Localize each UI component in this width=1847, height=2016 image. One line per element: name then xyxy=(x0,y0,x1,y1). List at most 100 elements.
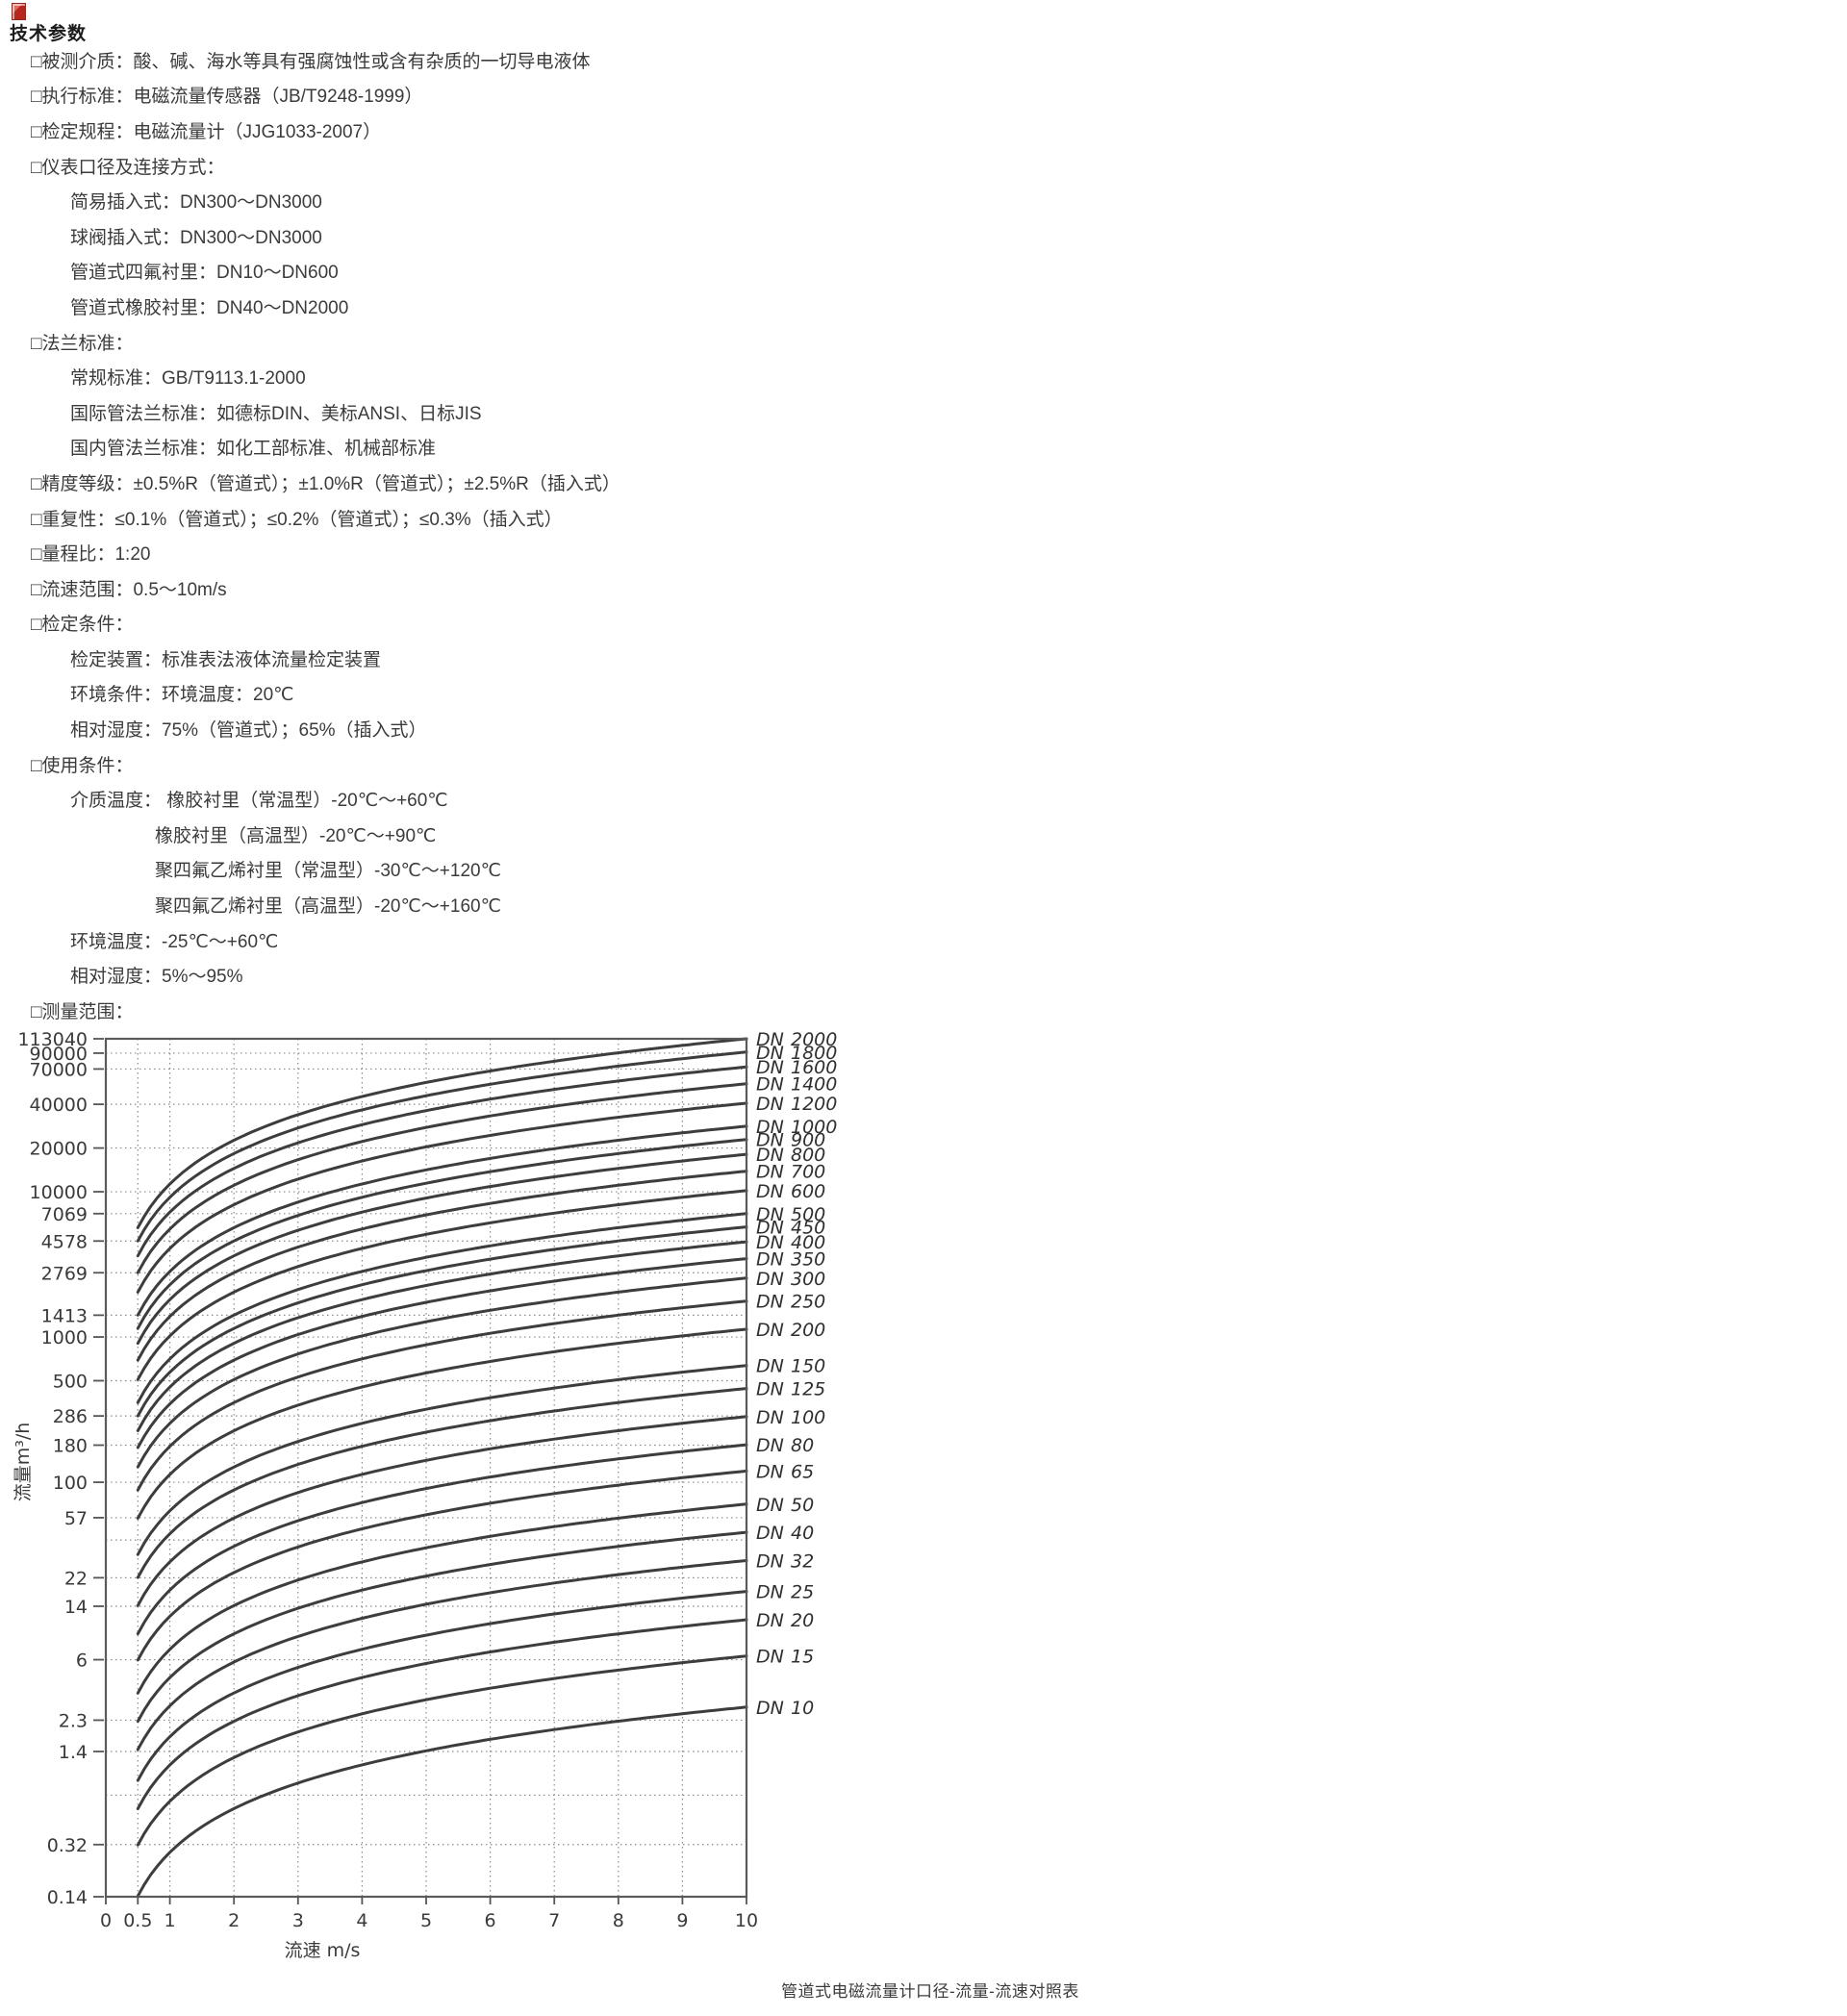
svg-text:DN200: DN 200 xyxy=(756,1320,825,1341)
svg-text:2: 2 xyxy=(228,1910,240,1931)
svg-text:9: 9 xyxy=(676,1910,688,1931)
svg-text:20000: 20000 xyxy=(30,1139,88,1160)
svg-text:4: 4 xyxy=(356,1910,367,1931)
svg-text:DN2000: DN 2000 xyxy=(756,1029,837,1050)
measurement-chart: 1130409000070000400002000010000706945782… xyxy=(13,1029,837,1961)
svg-text:流量m³/h: 流量m³/h xyxy=(13,1423,34,1502)
parameter-line: 聚四氟乙烯衬里（高温型）-20℃～+160℃ xyxy=(155,896,501,918)
svg-text:57: 57 xyxy=(64,1508,88,1529)
parameter-line: 简易插入式：DN300～DN3000 xyxy=(70,192,322,214)
parameter-line: 环境温度：-25℃～+60℃ xyxy=(70,931,279,952)
parameter-line: □量程比：1:20 xyxy=(31,544,151,566)
parameter-line: 相对湿度：5%～95% xyxy=(70,967,243,988)
svg-text:8: 8 xyxy=(613,1910,624,1931)
svg-text:1413: 1413 xyxy=(41,1305,88,1326)
svg-text:0: 0 xyxy=(100,1910,112,1931)
svg-text:40000: 40000 xyxy=(30,1095,88,1116)
parameter-line: 管道式四氟衬里：DN10～DN600 xyxy=(70,263,339,284)
parameter-line: □测量范围： xyxy=(31,1001,134,1022)
parameter-line: 国际管法兰标准：如德标DIN、美标ANSI、日标JIS xyxy=(70,403,482,424)
svg-text:7: 7 xyxy=(548,1910,560,1931)
page-title: 技术参数 xyxy=(10,24,88,44)
parameter-line: 管道式橡胶衬里：DN40～DN2000 xyxy=(70,297,349,318)
parameter-line: □使用条件： xyxy=(31,755,134,776)
svg-text:DN300: DN 300 xyxy=(756,1269,825,1290)
svg-text:7069: 7069 xyxy=(41,1204,88,1225)
chart-caption: 管道式电磁流量计口径-流量-流速对照表 xyxy=(781,1982,1079,2001)
svg-text:180: 180 xyxy=(53,1436,88,1457)
measurement-chart-wrap: 113040 90000 70000 40000 20000 10000 7069 4578 2… xyxy=(0,1020,1154,2011)
svg-text:100: 100 xyxy=(53,1473,88,1494)
svg-text:DN20: DN 20 xyxy=(756,1610,814,1631)
svg-text:70000: 70000 xyxy=(30,1059,88,1080)
parameter-line: 介质温度： 橡胶衬里（常温型）-20℃～+60℃ xyxy=(70,791,448,812)
svg-text:500: 500 xyxy=(53,1372,88,1393)
svg-text:1.4: 1.4 xyxy=(59,1742,88,1763)
svg-text:DN10: DN 10 xyxy=(756,1698,814,1719)
parameter-line: 环境条件：环境温度：20℃ xyxy=(70,685,294,706)
svg-text:6: 6 xyxy=(485,1910,496,1931)
svg-text:流速 m/s: 流速 m/s xyxy=(285,1940,361,1961)
parameter-line: □精度等级：±0.5%R（管道式）；±1.0%R（管道式）；±2.5%R（插入式… xyxy=(31,473,620,494)
parameter-line: □执行标准：电磁流量传感器（JB/T9248-1999） xyxy=(31,87,423,108)
parameter-line: □重复性：≤0.1%（管道式）；≤0.2%（管道式）；≤0.3%（插入式） xyxy=(31,509,563,530)
svg-text:10: 10 xyxy=(735,1910,758,1931)
svg-text:0.32: 0.32 xyxy=(47,1835,88,1856)
svg-text:5: 5 xyxy=(420,1910,432,1931)
svg-text:286: 286 xyxy=(53,1406,88,1427)
parameter-line: 橡胶衬里（高温型）-20℃～+90℃ xyxy=(155,825,437,846)
parameter-line: □仪表口径及连接方式： xyxy=(31,157,225,178)
svg-text:90000: 90000 xyxy=(30,1044,88,1065)
svg-text:3: 3 xyxy=(292,1910,304,1931)
parameter-line: □被测介质：酸、碱、海水等具有强腐蚀性或含有杂质的一切导电液体 xyxy=(31,51,591,72)
svg-text:1: 1 xyxy=(164,1910,176,1931)
svg-text:6: 6 xyxy=(76,1651,88,1672)
broken-image-icon xyxy=(12,3,26,20)
parameter-line: □流速范围：0.5～10m/s xyxy=(31,579,227,600)
svg-text:2.3: 2.3 xyxy=(59,1710,88,1731)
svg-text:22: 22 xyxy=(64,1568,88,1589)
parameter-line: □法兰标准： xyxy=(31,333,134,354)
parameter-line: 相对湿度：75%（管道式）；65%（插入式） xyxy=(70,720,427,742)
parameter-line: 国内管法兰标准：如化工部标准、机械部标准 xyxy=(70,439,437,460)
parameter-list: □被测介质：酸、碱、海水等具有强腐蚀性或含有杂质的一切导电液体 □执行标准：电磁流… xyxy=(0,42,1154,1028)
svg-text:0.5: 0.5 xyxy=(123,1910,152,1931)
svg-text:DN600: DN 600 xyxy=(756,1181,825,1202)
parameter-line: □检定规程：电磁流量计（JJG1033-2007） xyxy=(31,121,382,142)
svg-text:10000: 10000 xyxy=(30,1182,88,1203)
svg-text:2769: 2769 xyxy=(41,1263,88,1284)
parameter-line: 聚四氟乙烯衬里（常温型）-30℃～+120℃ xyxy=(155,861,501,882)
parameter-line: 常规标准：GB/T9113.1-2000 xyxy=(70,368,306,390)
svg-text:DN40: DN 40 xyxy=(756,1523,814,1544)
svg-text:0.14: 0.14 xyxy=(47,1887,88,1908)
parameter-line: 球阀插入式：DN300～DN3000 xyxy=(70,227,322,248)
svg-text:113040: 113040 xyxy=(17,1029,88,1050)
parameter-line: □检定条件： xyxy=(31,615,134,636)
svg-text:1000: 1000 xyxy=(41,1327,88,1348)
svg-text:14: 14 xyxy=(64,1597,88,1618)
parameter-line: 检定装置：标准表法液体流量检定装置 xyxy=(70,649,382,670)
svg-text:4578: 4578 xyxy=(41,1231,88,1252)
